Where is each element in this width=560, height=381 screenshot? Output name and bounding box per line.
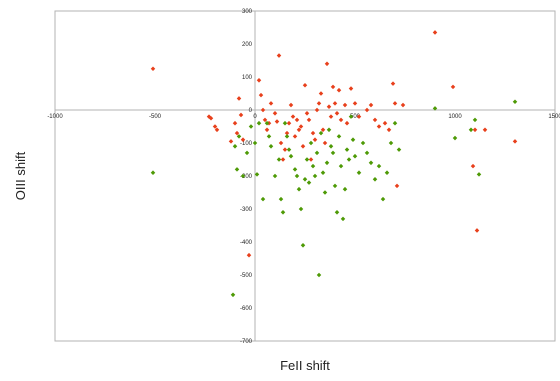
x-tick-label: -500	[149, 114, 162, 120]
green-data-point	[356, 170, 362, 175]
y-tick-label: -400	[240, 240, 253, 246]
green-data-point	[342, 186, 348, 192]
green-data-point	[284, 134, 290, 139]
y-tick-label: -300	[240, 207, 253, 213]
y-axis-title: OIII shift	[13, 151, 28, 200]
green-data-point	[340, 216, 346, 222]
y-tick-label: 100	[242, 75, 253, 81]
y-tick-label: 200	[242, 42, 253, 48]
y-tick-label: -500	[240, 273, 253, 279]
x-tick-label: -1000	[47, 114, 63, 120]
green-data-point	[316, 272, 322, 278]
green-data-point	[364, 150, 370, 156]
green-data-point	[296, 186, 302, 192]
y-tick-label: -700	[240, 339, 253, 345]
y-tick-labels: 300 200 100 0 -100 -200 -300 -400 -500 -600 -700	[240, 9, 253, 345]
green-data-point	[292, 167, 298, 172]
data-points	[150, 30, 518, 298]
x-tick-label: 1500	[548, 114, 560, 120]
red-data-point	[394, 183, 400, 189]
x-axis-title: FeII shift	[280, 358, 330, 373]
y-tick-label: -600	[240, 306, 253, 312]
y-tick-label: 0	[249, 108, 253, 114]
green-data-point	[230, 292, 236, 298]
green-data-point	[352, 153, 358, 159]
y-tick-label: 300	[242, 9, 253, 15]
red-data-point	[246, 252, 252, 258]
red-data-point	[292, 134, 298, 139]
green-data-point	[336, 134, 342, 139]
red-data-point	[212, 124, 218, 129]
green-data-point	[266, 134, 272, 139]
red-data-point	[474, 228, 480, 233]
green-data-point	[288, 153, 294, 159]
green-data-point	[350, 137, 356, 142]
plot-frame	[54, 10, 556, 342]
y-tick-label: -100	[240, 141, 253, 147]
x-tick-label: 1000	[448, 114, 462, 120]
green-data-point	[384, 170, 390, 175]
x-tick-label: 500	[350, 114, 361, 120]
x-tick-labels: -1000 -500 0 500 1000 1500	[47, 114, 560, 120]
green-data-point	[330, 150, 336, 156]
green-data-point	[314, 150, 320, 156]
y-tick-label: -200	[240, 174, 253, 180]
green-data-point	[248, 124, 254, 129]
green-data-point	[320, 170, 326, 175]
x-tick-label: 0	[253, 114, 257, 120]
red-data-point	[312, 137, 318, 142]
green-data-point	[332, 183, 338, 189]
